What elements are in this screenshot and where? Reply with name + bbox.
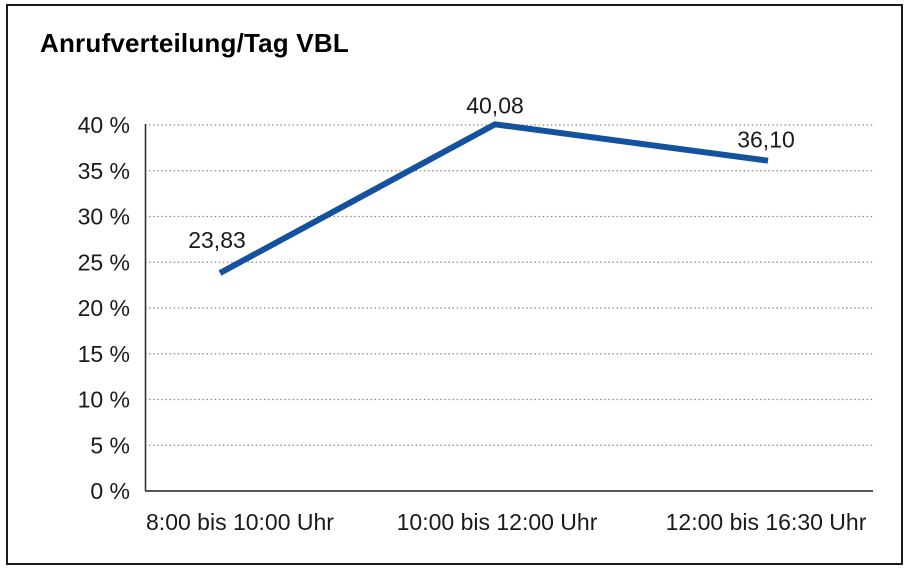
y-tick-label: 5 % xyxy=(90,432,130,458)
y-tick-label: 10 % xyxy=(78,387,130,413)
chart-title: Anrufverteilung/Tag VBL xyxy=(40,28,349,58)
y-tick-label: 20 % xyxy=(78,295,130,321)
x-category-label: 8:00 bis 10:00 Uhr xyxy=(146,509,334,535)
y-tick-label: 25 % xyxy=(78,249,130,275)
data-point-label: 36,10 xyxy=(737,127,795,153)
series-line xyxy=(218,121,769,276)
y-tick-label: 30 % xyxy=(78,204,130,230)
y-tick-label: 35 % xyxy=(78,158,130,184)
y-tick-label: 0 % xyxy=(90,478,130,504)
x-category-label: 12:00 bis 16:30 Uhr xyxy=(666,509,867,535)
y-tick-label: 15 % xyxy=(78,341,130,367)
data-point-label: 23,83 xyxy=(188,227,246,253)
x-category-label: 10:00 bis 12:00 Uhr xyxy=(397,509,598,535)
y-tick-label: 40 % xyxy=(78,112,130,138)
data-point-label: 40,08 xyxy=(466,92,524,118)
